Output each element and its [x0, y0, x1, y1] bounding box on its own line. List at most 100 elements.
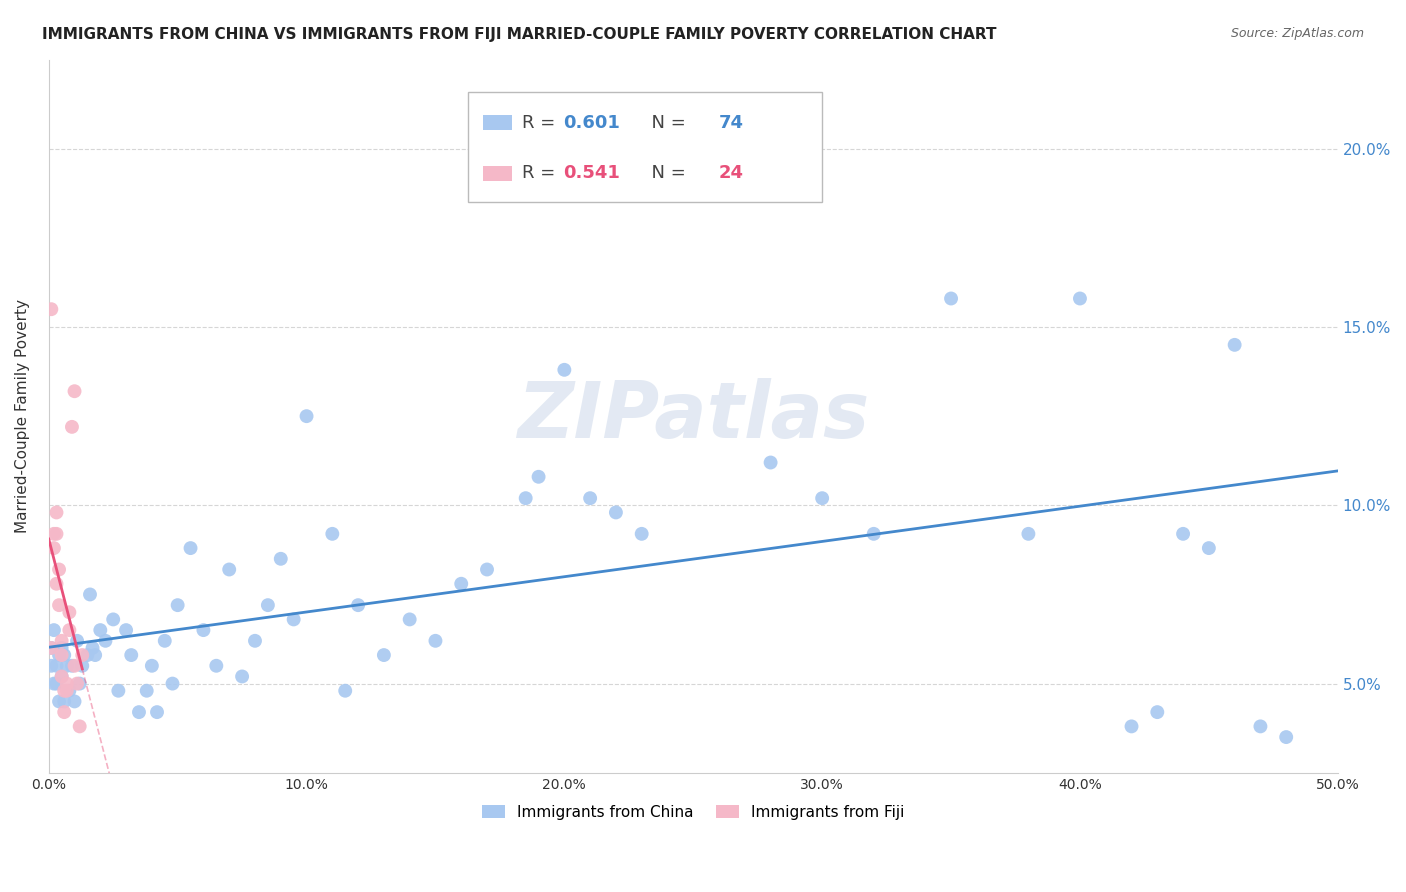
Point — [425, 633, 447, 648]
Point — [231, 669, 253, 683]
Point — [115, 623, 138, 637]
Point — [53, 694, 76, 708]
Point — [321, 526, 343, 541]
Point — [72, 658, 94, 673]
Point — [107, 683, 129, 698]
Point — [58, 605, 80, 619]
Point — [270, 551, 292, 566]
Point — [48, 598, 70, 612]
Point — [56, 676, 79, 690]
Point — [58, 683, 80, 698]
Point — [515, 491, 537, 505]
Point — [63, 384, 86, 399]
Point — [939, 292, 962, 306]
Text: ZIPatlas: ZIPatlas — [517, 378, 869, 454]
Point — [42, 623, 65, 637]
Point — [66, 676, 89, 690]
Point — [48, 648, 70, 662]
Point — [69, 676, 91, 690]
Point — [120, 648, 142, 662]
Point — [450, 576, 472, 591]
Point — [553, 363, 575, 377]
Text: N =: N = — [640, 113, 692, 132]
Point — [1275, 730, 1298, 744]
Point — [94, 633, 117, 648]
Point — [605, 505, 627, 519]
Point — [42, 676, 65, 690]
Point — [48, 562, 70, 576]
Text: 74: 74 — [718, 113, 744, 132]
Point — [811, 491, 834, 505]
Point — [69, 719, 91, 733]
Point — [56, 658, 79, 673]
FancyBboxPatch shape — [468, 92, 823, 202]
Point — [347, 598, 370, 612]
Point — [63, 694, 86, 708]
Text: IMMIGRANTS FROM CHINA VS IMMIGRANTS FROM FIJI MARRIED-COUPLE FAMILY POVERTY CORR: IMMIGRANTS FROM CHINA VS IMMIGRANTS FROM… — [42, 27, 997, 42]
Point — [51, 633, 73, 648]
Text: 24: 24 — [718, 164, 744, 183]
Point — [51, 640, 73, 655]
Point — [128, 705, 150, 719]
Point — [759, 456, 782, 470]
Point — [630, 526, 652, 541]
Point — [141, 658, 163, 673]
Point — [166, 598, 188, 612]
Point — [45, 526, 67, 541]
Point — [193, 623, 215, 637]
Point — [84, 648, 107, 662]
Point — [41, 302, 63, 317]
Point — [1249, 719, 1271, 733]
Point — [398, 612, 420, 626]
Point — [1198, 541, 1220, 555]
Point — [257, 598, 280, 612]
Point — [243, 633, 266, 648]
Text: R =: R = — [522, 113, 561, 132]
Point — [1017, 526, 1039, 541]
Point — [58, 623, 80, 637]
Point — [53, 705, 76, 719]
Point — [72, 648, 94, 662]
Point — [45, 505, 67, 519]
Text: R =: R = — [522, 164, 561, 183]
Point — [79, 587, 101, 601]
FancyBboxPatch shape — [484, 166, 512, 181]
Point — [42, 526, 65, 541]
Point — [283, 612, 305, 626]
Point — [146, 705, 169, 719]
Point — [41, 640, 63, 655]
Point — [295, 409, 318, 424]
Point — [60, 658, 83, 673]
Point — [53, 683, 76, 698]
Point — [1121, 719, 1143, 733]
Text: Source: ZipAtlas.com: Source: ZipAtlas.com — [1230, 27, 1364, 40]
Point — [1146, 705, 1168, 719]
Point — [335, 683, 357, 698]
Point — [51, 648, 73, 662]
Point — [205, 658, 228, 673]
Point — [707, 124, 730, 138]
Point — [579, 491, 602, 505]
Point — [218, 562, 240, 576]
Point — [1069, 292, 1091, 306]
Point — [76, 648, 98, 662]
Point — [1223, 338, 1246, 352]
Point — [180, 541, 202, 555]
Point — [475, 562, 498, 576]
Point — [89, 623, 111, 637]
FancyBboxPatch shape — [484, 115, 512, 130]
Text: N =: N = — [640, 164, 692, 183]
Text: 0.541: 0.541 — [562, 164, 620, 183]
Point — [42, 541, 65, 555]
Point — [45, 658, 67, 673]
Point — [41, 640, 63, 655]
Point — [63, 658, 86, 673]
Point — [45, 576, 67, 591]
Point — [66, 633, 89, 648]
Point — [53, 648, 76, 662]
Point — [41, 658, 63, 673]
Text: 0.601: 0.601 — [562, 113, 620, 132]
Point — [51, 669, 73, 683]
Point — [56, 683, 79, 698]
Point — [45, 676, 67, 690]
